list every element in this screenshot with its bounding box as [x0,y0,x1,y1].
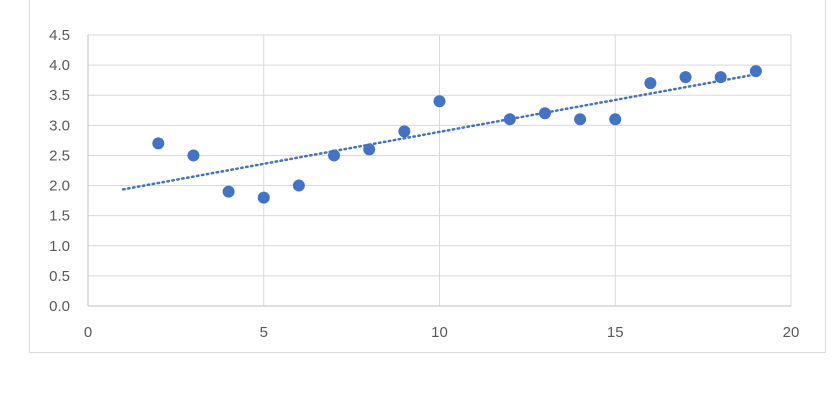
trendline [121,73,758,191]
data-point [328,149,341,162]
data-point [714,71,727,84]
x-tick-label: 0 [84,324,92,341]
trendline-group [121,73,758,191]
x-tick-label: 10 [431,324,448,341]
x-tick-label: 15 [607,324,624,341]
data-point [152,137,165,150]
y-tick-label: 0.5 [49,268,70,285]
x-tick-label: 20 [783,324,800,341]
data-point [679,71,692,84]
axes [87,35,791,307]
data-point [433,95,446,108]
data-point [257,191,270,204]
y-tick-label: 1.0 [49,238,70,255]
y-tick-label: 2.5 [49,147,70,164]
data-point [222,185,235,198]
x-tick-label: 5 [260,324,268,341]
y-tick-label: 1.5 [49,208,70,225]
y-tick-label: 4.5 [49,27,70,44]
data-point [398,125,411,138]
chart-area [29,0,826,353]
y-tick-label: 4.0 [49,57,70,74]
data-point [503,113,516,126]
data-point [609,113,622,126]
data-points [152,65,762,204]
y-tick-label: 2.0 [49,178,70,195]
data-point [538,107,551,120]
y-axis-tick-labels: 0.0 0.5 1.0 1.5 2.0 2.5 3.0 3.5 4.0 4.5 [49,27,70,315]
y-tick-label: 3.5 [49,87,70,104]
y-tick-label: 3.0 [49,117,70,134]
x-axis-tick-labels: 0 5 10 15 20 [84,324,800,341]
data-point [292,179,305,192]
data-point [363,143,376,156]
y-tick-label: 0.0 [49,298,70,315]
gridlines [88,34,792,306]
data-point [749,65,762,78]
data-point [187,149,200,162]
data-point [574,113,587,126]
data-point [644,77,657,90]
